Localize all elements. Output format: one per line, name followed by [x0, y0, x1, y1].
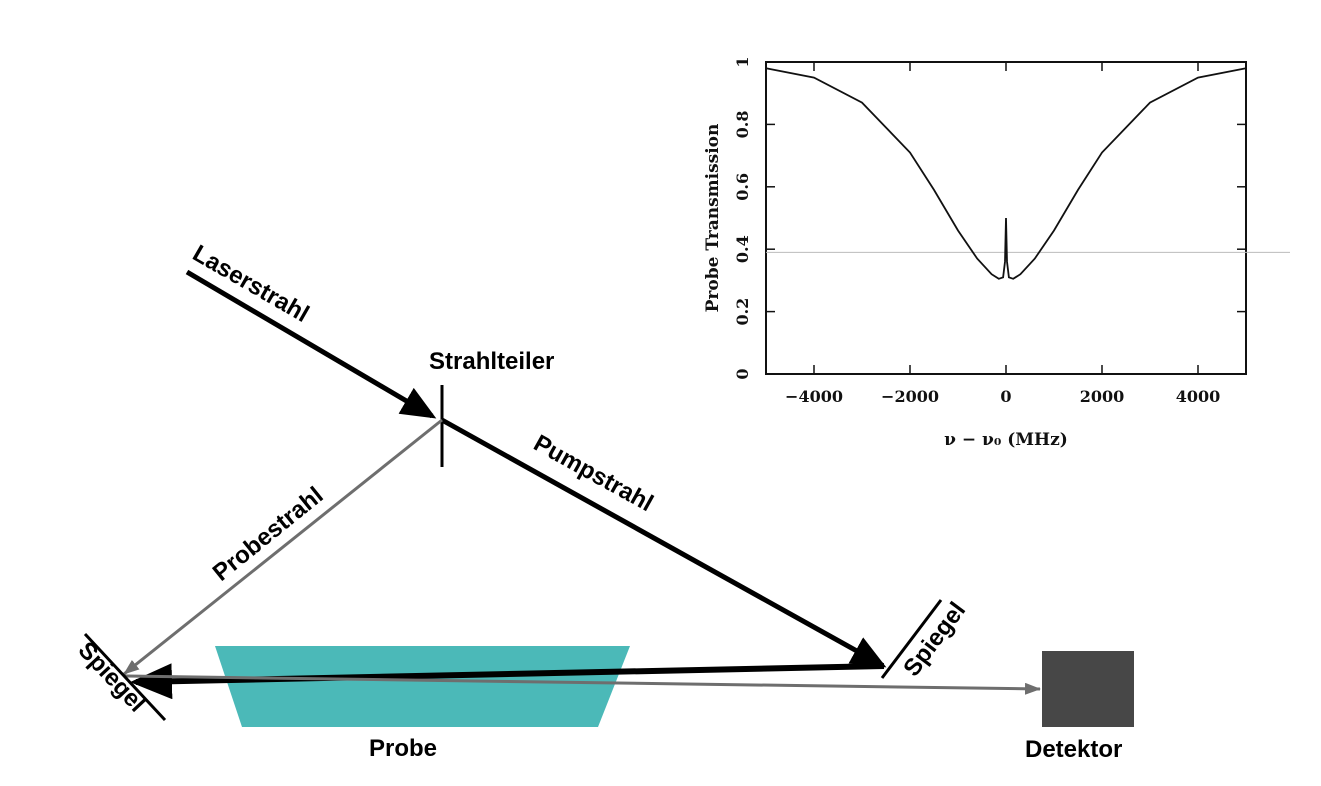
pump-beam	[440, 417, 887, 668]
y-tick-label: 0.2	[733, 298, 752, 326]
sample-label: Probe	[369, 735, 437, 762]
x-tick-label: −2000	[881, 387, 939, 406]
x-ticks: −4000 −2000 0 2000 4000	[785, 62, 1220, 406]
y-tick-label: 0	[733, 368, 752, 379]
x-tick-label: 4000	[1176, 387, 1221, 406]
probe-beam	[123, 418, 443, 676]
y-tick-label: 1	[733, 56, 752, 67]
probe-to-detector-beam	[123, 674, 1041, 695]
probe-beam-label: Probestrahl	[208, 482, 329, 587]
beam-splitter-label: Strahlteiler	[429, 348, 554, 375]
transmission-curve	[765, 67, 1247, 280]
laser-beam	[185, 269, 437, 419]
y-tick-label: 0.8	[733, 110, 752, 138]
x-tick-label: 0	[1000, 387, 1011, 406]
transmission-plot: −4000 −2000 0 2000 4000 0 0.2 0.4 0.6 0.8 1 ν − ν…	[703, 56, 1290, 450]
detector-label: Detektor	[1025, 736, 1122, 763]
mirror-right	[880, 599, 943, 679]
y-tick-label: 0.4	[733, 235, 752, 263]
x-axis-label: ν − ν₀ (MHz)	[944, 430, 1068, 450]
y-axis-label: Probe Transmission	[703, 124, 723, 313]
mirror-left	[83, 632, 167, 722]
y-ticks: 0 0.2 0.4 0.6 0.8 1	[733, 56, 1246, 380]
y-tick-label: 0.6	[733, 173, 752, 201]
x-tick-label: −4000	[785, 387, 843, 406]
x-tick-label: 2000	[1080, 387, 1125, 406]
detector-box	[1042, 651, 1134, 727]
sample-cell	[215, 646, 630, 727]
optical-setup-diagram: Laserstrahl Strahlteiler Pumpstrahl Prob…	[73, 240, 1134, 763]
